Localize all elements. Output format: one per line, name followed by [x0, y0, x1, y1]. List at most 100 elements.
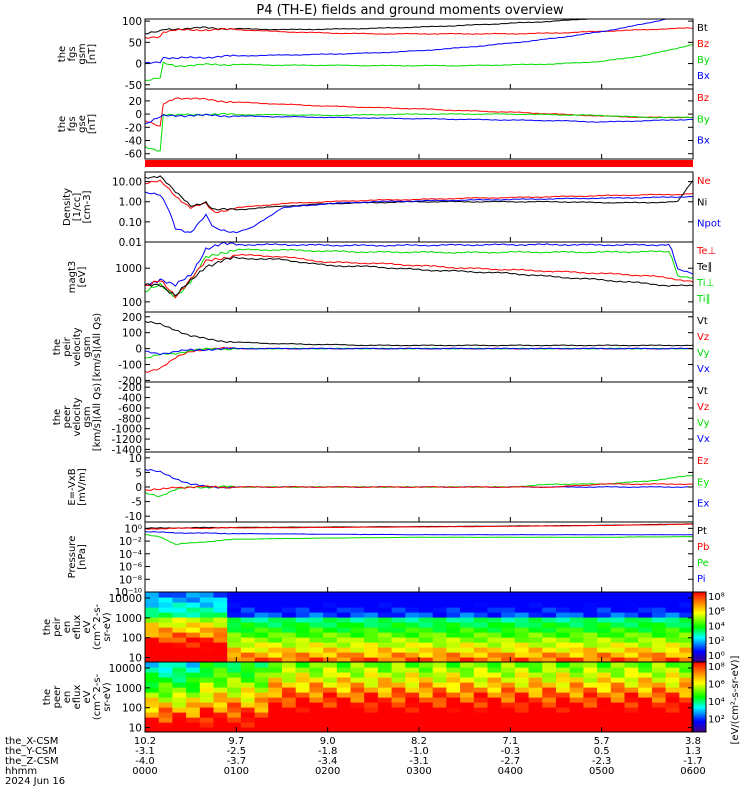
heatmap-cell — [651, 612, 667, 618]
heatmap-cell — [665, 617, 680, 623]
heatmap-cell — [487, 592, 502, 598]
heatmap-cell — [446, 647, 461, 653]
heatmap-cell — [514, 632, 530, 638]
heatmap-cell — [309, 662, 324, 668]
heatmap-cell — [405, 627, 420, 633]
heatmap-cell — [638, 632, 653, 638]
heatmap-cell — [199, 652, 215, 658]
heatmap-cell — [295, 617, 310, 623]
heatmap-cell — [638, 667, 653, 673]
y-axis-label: the — [57, 116, 68, 132]
heatmap-cell — [446, 652, 461, 658]
heatmap-cell — [679, 647, 693, 653]
heatmap-cell — [227, 652, 242, 658]
heatmap-cell — [254, 592, 269, 598]
heatmap-cell — [364, 667, 379, 673]
colorbar-tick-label: 10⁴ — [708, 697, 725, 708]
heatmap-cell — [213, 687, 228, 693]
heatmap-cell — [377, 692, 393, 698]
heatmap-cell — [364, 722, 379, 728]
heatmap-cell — [597, 637, 612, 643]
heatmap-cell — [583, 682, 598, 688]
heatmap-cell — [419, 647, 434, 653]
heatmap-cell — [542, 692, 557, 698]
legend-entry: Vx — [697, 434, 710, 445]
heatmap-cell — [624, 667, 639, 673]
heatmap-cell — [473, 717, 489, 723]
heatmap-cell — [514, 727, 530, 732]
heatmap-cell — [405, 617, 420, 623]
heatmap-cell — [186, 687, 201, 693]
y-tick-label: -10 — [125, 511, 142, 523]
heatmap-cell — [240, 627, 256, 633]
heatmap-cell — [473, 632, 489, 638]
heatmap-cell — [419, 652, 434, 658]
heatmap-cell — [597, 687, 612, 693]
x-axis-value: 1.3 — [685, 746, 701, 757]
heatmap-cell — [487, 657, 502, 662]
heatmap-cell — [145, 612, 160, 618]
heatmap-cell — [514, 677, 530, 683]
y-tick-label: 0 — [135, 109, 142, 121]
heatmap-cell — [213, 722, 228, 728]
colorbar — [691, 591, 707, 663]
heatmap-cell — [487, 607, 502, 613]
heatmap-cell — [528, 657, 543, 662]
heatmap-cell — [542, 707, 557, 713]
heatmap-cell — [377, 657, 393, 662]
heatmap-cell — [446, 607, 461, 613]
heatmap-cell — [377, 727, 393, 732]
heatmap-cell — [172, 687, 187, 693]
heatmap-cell — [624, 727, 639, 732]
heatmap-cell — [624, 662, 639, 668]
y-tick-label: 0.01 — [119, 237, 142, 249]
heatmap-cell — [336, 677, 352, 683]
heatmap-cell — [364, 692, 379, 698]
heatmap-cell — [556, 597, 571, 603]
heatmap-cell — [610, 642, 626, 648]
heatmap-cell — [309, 672, 324, 678]
heatmap-cell — [350, 657, 365, 662]
heatmap-cell — [391, 637, 406, 643]
heatmap-cell — [556, 627, 571, 633]
heatmap-cell — [213, 627, 228, 633]
heatmap-cell — [186, 602, 201, 608]
heatmap-cell — [254, 647, 269, 653]
heatmap-cell — [597, 727, 612, 732]
heatmap-cell — [665, 607, 680, 613]
y-tick-label: 100 — [122, 297, 142, 309]
heatmap-cell — [583, 727, 598, 732]
heatmap-cell — [213, 692, 228, 698]
colorbar — [691, 661, 707, 733]
heatmap-cell — [172, 632, 187, 638]
heatmap-cell — [377, 627, 393, 633]
legend-entry: Pi — [697, 574, 706, 585]
heatmap-cell — [473, 662, 489, 668]
heatmap-cell — [460, 597, 475, 603]
heatmap-cell — [501, 677, 516, 683]
heatmap-cell — [309, 682, 324, 688]
series-line-Pe — [145, 534, 693, 545]
heatmap-cell — [610, 727, 626, 732]
heatmap-cells — [145, 592, 693, 662]
heatmap-cell — [350, 607, 365, 613]
heatmap-cell — [651, 692, 667, 698]
heatmap-cell — [186, 672, 201, 678]
heatmap-cell — [501, 687, 516, 693]
heatmap-cell — [213, 632, 228, 638]
heatmap-cell — [542, 632, 557, 638]
heatmap-cell — [638, 717, 653, 723]
panel-peer_eflux: 10⁸ 10⁶ 10⁴ 10² 10000 1000 100 10 the peer en eflux… — [42, 661, 725, 735]
heatmap-cell — [665, 697, 680, 703]
y-tick-label: 0 — [135, 482, 142, 494]
heatmap-cell — [350, 592, 365, 598]
heatmap-cell — [309, 667, 324, 673]
heatmap-cell — [501, 662, 516, 668]
heatmap-cell — [268, 722, 283, 728]
heatmap-cell — [364, 592, 379, 598]
series-line-Bx — [145, 113, 693, 125]
heatmap-cell — [145, 642, 160, 648]
colorbar-tick-label: 10² — [708, 636, 725, 647]
heatmap-cell — [323, 667, 338, 673]
heatmap-cell — [638, 617, 653, 623]
